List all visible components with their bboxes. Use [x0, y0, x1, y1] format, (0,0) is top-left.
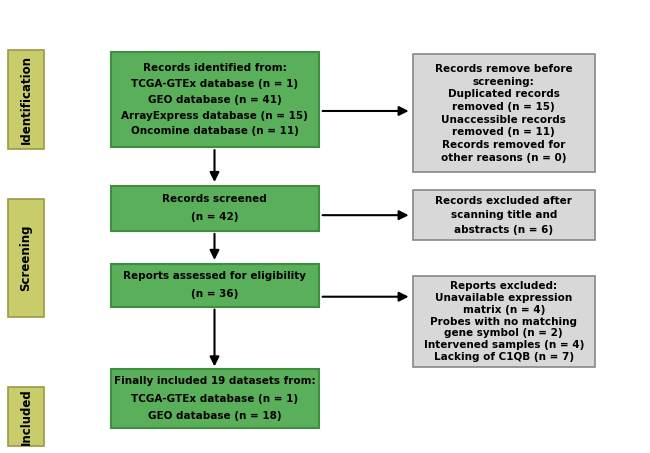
Text: Records excluded after: Records excluded after: [436, 196, 572, 206]
FancyBboxPatch shape: [8, 387, 44, 446]
Text: Probes with no matching: Probes with no matching: [430, 317, 577, 327]
FancyBboxPatch shape: [111, 52, 318, 147]
Text: (n = 42): (n = 42): [190, 212, 239, 222]
Text: TCGA-GTEx database (n = 1): TCGA-GTEx database (n = 1): [131, 79, 298, 89]
Text: removed (n = 15): removed (n = 15): [452, 102, 555, 112]
FancyBboxPatch shape: [8, 199, 44, 317]
Text: Finally included 19 datasets from:: Finally included 19 datasets from:: [114, 376, 315, 386]
Text: Unaccessible records: Unaccessible records: [441, 115, 566, 125]
Text: Screening: Screening: [20, 225, 32, 291]
Text: matrix (n = 4): matrix (n = 4): [463, 305, 545, 315]
Text: other reasons (n = 0): other reasons (n = 0): [441, 153, 567, 163]
Text: Records screened: Records screened: [162, 194, 267, 204]
FancyBboxPatch shape: [111, 264, 318, 307]
Text: (n = 36): (n = 36): [191, 289, 238, 299]
Text: scanning title and: scanning title and: [450, 210, 557, 220]
FancyBboxPatch shape: [111, 369, 318, 428]
FancyBboxPatch shape: [111, 186, 318, 231]
FancyBboxPatch shape: [413, 276, 595, 367]
Text: gene symbol (n = 2): gene symbol (n = 2): [445, 328, 563, 338]
Text: TCGA-GTEx database (n = 1): TCGA-GTEx database (n = 1): [131, 394, 298, 404]
Text: Records removed for: Records removed for: [442, 140, 566, 150]
Text: Records identified from:: Records identified from:: [142, 63, 287, 73]
FancyBboxPatch shape: [413, 190, 595, 240]
FancyBboxPatch shape: [8, 50, 44, 149]
Text: Records remove before: Records remove before: [435, 64, 573, 74]
Text: removed (n = 11): removed (n = 11): [452, 127, 555, 137]
Text: GEO database (n = 18): GEO database (n = 18): [148, 411, 281, 421]
Text: ArrayExpress database (n = 15): ArrayExpress database (n = 15): [121, 111, 308, 120]
Text: Reports assessed for eligibility: Reports assessed for eligibility: [123, 271, 306, 281]
Text: GEO database (n = 41): GEO database (n = 41): [148, 95, 281, 105]
Text: Lacking of C1QB (n = 7): Lacking of C1QB (n = 7): [434, 352, 574, 362]
Text: Reports excluded:: Reports excluded:: [450, 281, 557, 291]
Text: Identification: Identification: [20, 55, 32, 144]
Text: Intervened samples (n = 4): Intervened samples (n = 4): [424, 340, 584, 350]
Text: Unavailable expression: Unavailable expression: [435, 293, 573, 303]
Text: Oncomine database (n = 11): Oncomine database (n = 11): [131, 126, 298, 136]
Text: abstracts (n = 6): abstracts (n = 6): [454, 225, 553, 235]
FancyBboxPatch shape: [413, 54, 595, 172]
Text: Included: Included: [20, 388, 32, 445]
Text: Duplicated records: Duplicated records: [448, 89, 560, 99]
Text: screening:: screening:: [473, 77, 534, 87]
